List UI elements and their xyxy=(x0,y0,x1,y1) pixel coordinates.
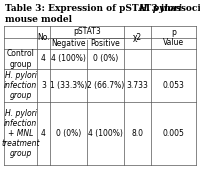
Text: 4 (100%): 4 (100%) xyxy=(51,54,86,64)
Text: 0.005: 0.005 xyxy=(163,129,184,138)
Text: Positive: Positive xyxy=(91,39,120,48)
Text: χ2: χ2 xyxy=(133,33,142,42)
Text: 4: 4 xyxy=(41,129,46,138)
Text: mouse model: mouse model xyxy=(5,15,72,24)
Text: H. pylori
infection
+ MNL
treatment
group: H. pylori infection + MNL treatment grou… xyxy=(1,109,40,158)
Text: 4: 4 xyxy=(41,54,46,64)
Text: p
Value: p Value xyxy=(163,28,184,47)
Text: 8.0: 8.0 xyxy=(132,129,144,138)
Text: pSTAT3: pSTAT3 xyxy=(73,27,101,36)
Text: 1 (33.3%): 1 (33.3%) xyxy=(50,81,87,90)
Text: 0 (0%): 0 (0%) xyxy=(93,54,118,64)
Text: H. pylori
infection
group: H. pylori infection group xyxy=(4,71,37,100)
Text: H. pylori: H. pylori xyxy=(138,4,182,13)
Text: 0 (0%): 0 (0%) xyxy=(56,129,81,138)
Text: 3: 3 xyxy=(41,81,46,90)
Text: associated: associated xyxy=(167,4,200,13)
Text: Negative: Negative xyxy=(51,39,86,48)
Text: 3.733: 3.733 xyxy=(127,81,148,90)
Text: Table 3: Expression of pSTAT3 in: Table 3: Expression of pSTAT3 in xyxy=(5,4,174,13)
Text: No.: No. xyxy=(37,33,50,42)
Text: 0.053: 0.053 xyxy=(163,81,184,90)
Text: 4 (100%): 4 (100%) xyxy=(88,129,123,138)
Text: 2 (66.7%): 2 (66.7%) xyxy=(87,81,124,90)
Text: Control
group: Control group xyxy=(7,50,34,68)
